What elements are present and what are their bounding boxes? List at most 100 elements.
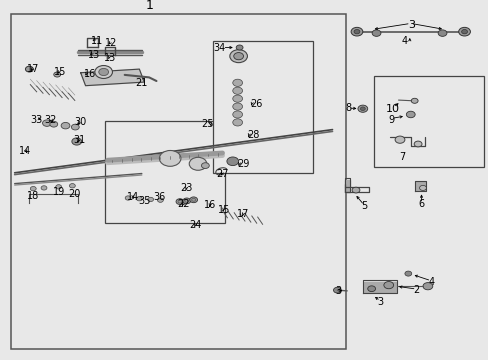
Circle shape [437,30,446,36]
Circle shape [189,157,206,170]
Circle shape [461,30,467,34]
Circle shape [125,196,131,200]
Circle shape [360,107,365,111]
Circle shape [232,87,242,94]
Circle shape [226,157,238,166]
Text: 36: 36 [153,192,165,202]
Circle shape [232,119,242,126]
Text: 14: 14 [126,192,139,202]
Text: 14: 14 [19,146,32,156]
Circle shape [394,136,404,143]
Circle shape [95,66,112,78]
Text: 24: 24 [189,220,202,230]
Text: 9: 9 [387,114,393,125]
Circle shape [353,30,359,34]
Text: 30: 30 [74,117,87,127]
Circle shape [413,141,421,147]
Text: 35: 35 [138,196,150,206]
Text: 34: 34 [212,42,225,53]
Text: 3: 3 [407,20,414,30]
Circle shape [232,111,242,118]
Circle shape [404,271,411,276]
Text: 18: 18 [27,191,40,201]
Circle shape [41,186,47,190]
Circle shape [61,122,70,129]
Text: 10: 10 [386,104,399,114]
Text: 25: 25 [201,119,213,129]
Text: 7: 7 [398,152,404,162]
Circle shape [147,197,153,202]
Circle shape [232,103,242,110]
Text: 28: 28 [246,130,259,140]
Bar [11,14,345,349]
Circle shape [50,121,58,127]
Circle shape [406,111,414,118]
Circle shape [189,197,197,203]
Circle shape [233,53,243,60]
Text: 15: 15 [53,67,66,77]
Text: 21: 21 [135,78,148,88]
Circle shape [99,68,108,76]
Text: 4: 4 [401,36,407,46]
Text: 32: 32 [44,114,57,125]
Text: 17: 17 [237,209,249,219]
Circle shape [136,197,142,201]
Circle shape [232,79,242,86]
Circle shape [351,187,359,193]
Text: 27: 27 [216,168,228,179]
Circle shape [357,105,367,112]
Text: 5: 5 [361,201,366,211]
Text: 23: 23 [180,183,193,193]
Text: 3: 3 [377,297,383,307]
Circle shape [419,185,426,190]
Text: 1: 1 [145,0,153,12]
Text: 22: 22 [177,199,190,210]
Text: 13: 13 [88,50,101,60]
Circle shape [157,198,163,202]
Text: 33: 33 [30,114,43,125]
Circle shape [56,185,61,189]
Text: 20: 20 [68,189,81,199]
Text: 6: 6 [418,199,424,210]
Circle shape [333,287,341,293]
Circle shape [71,124,79,130]
Text: 16: 16 [203,200,216,210]
Text: 8: 8 [345,103,350,113]
Circle shape [72,138,81,145]
Text: 31: 31 [73,135,85,145]
Bar [105,121,224,223]
Text: 13: 13 [104,53,117,63]
Circle shape [69,184,75,188]
Polygon shape [344,180,349,192]
Circle shape [159,150,181,166]
Bar [212,41,312,173]
Circle shape [201,163,209,168]
Circle shape [54,72,61,77]
Circle shape [183,198,190,204]
Circle shape [229,50,247,63]
Circle shape [383,282,393,289]
Text: 2: 2 [413,285,419,295]
Polygon shape [415,182,425,190]
Text: 26: 26 [250,99,263,109]
Text: 16: 16 [84,69,97,79]
Circle shape [176,199,183,204]
Circle shape [458,27,469,36]
Text: 12: 12 [105,38,118,48]
Text: 11: 11 [90,36,103,46]
Circle shape [42,120,51,126]
Circle shape [350,27,362,36]
Text: 3: 3 [335,286,341,296]
Circle shape [236,45,243,50]
Circle shape [410,98,417,103]
Text: 19: 19 [52,186,65,197]
Circle shape [232,95,242,102]
Bar [373,76,483,167]
Text: 29: 29 [237,159,249,169]
Text: 15: 15 [217,204,230,215]
Polygon shape [364,282,395,292]
Circle shape [367,286,375,292]
Polygon shape [81,69,144,86]
Text: 17: 17 [27,64,40,74]
Circle shape [25,66,33,72]
